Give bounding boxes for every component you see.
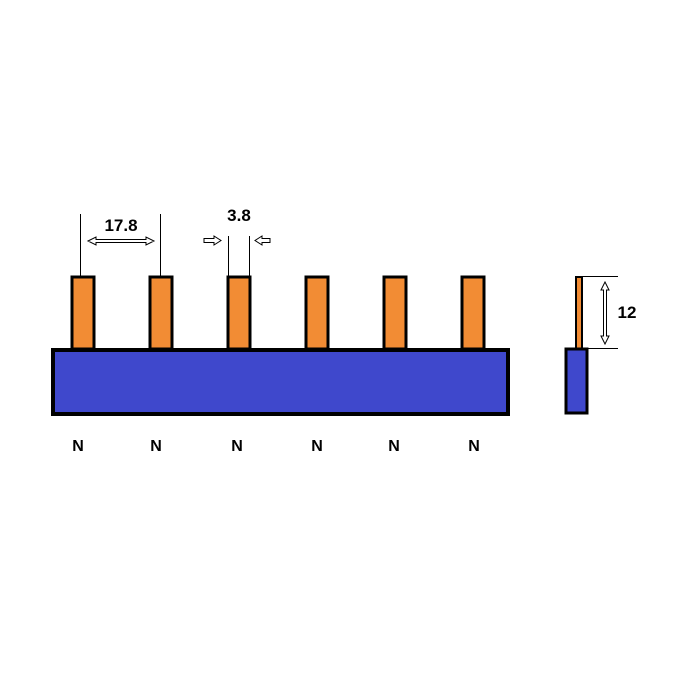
pin-6 [460,275,486,351]
pin-label-3: N [231,438,243,455]
pin-1 [70,275,96,351]
pin-label-5: N [388,438,400,455]
busbar-side-view [564,347,589,415]
pin-3 [226,275,252,351]
pin-width-arrow-left [203,235,222,246]
pin-width-arrow-right [254,235,271,246]
pin-height-double-arrow [600,280,610,346]
pitch-double-arrow [86,236,156,246]
pins-group [70,275,486,351]
pin-width-dimension-label: 3.8 [227,206,251,225]
pin-label-4: N [311,438,323,455]
pin-5 [382,275,408,351]
pin-side-view [575,276,583,350]
busbar-front-view [51,348,510,416]
pitch-dimension [80,214,161,276]
pin-height-dimension [583,276,618,349]
pin-width-dimension [203,235,271,276]
pin-label-6: N [468,438,480,455]
pin-4 [304,275,330,351]
pin-height-dimension-label: 12 [618,303,637,322]
pin-label-1: N [72,438,84,455]
pin-2 [148,275,174,351]
pitch-dimension-label: 17.8 [104,216,137,235]
pin-label-2: N [150,438,162,455]
